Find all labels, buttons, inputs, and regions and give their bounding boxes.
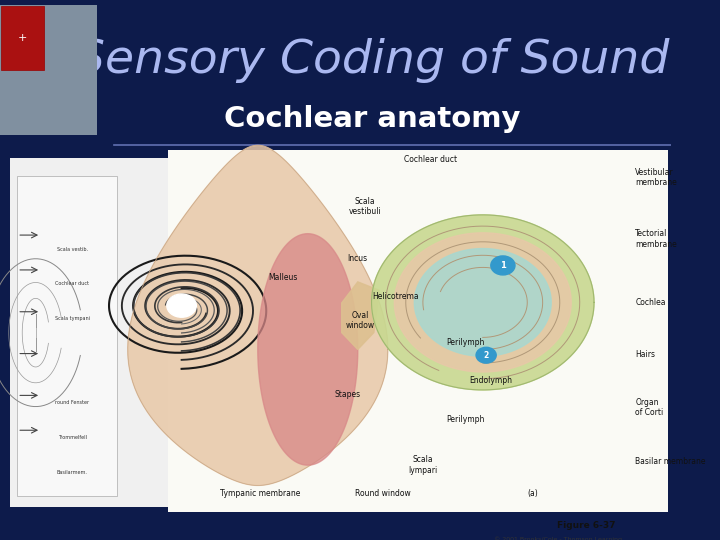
Polygon shape [258, 234, 358, 465]
Text: © 2001 Brooks/Cole - Thomson Learning: © 2001 Brooks/Cole - Thomson Learning [494, 537, 622, 540]
Polygon shape [434, 264, 531, 341]
Text: Tectorial
membrane: Tectorial membrane [635, 230, 677, 249]
Polygon shape [372, 215, 594, 390]
Text: Helicotrema: Helicotrema [372, 293, 418, 301]
Bar [10, 158, 248, 507]
Text: 1: 1 [500, 261, 506, 270]
Text: Tympanic membrane: Tympanic membrane [220, 489, 300, 498]
Text: Perilymph: Perilymph [446, 338, 485, 347]
Text: Cochlea: Cochlea [635, 298, 666, 307]
Bar [1, 6, 45, 70]
Polygon shape [395, 233, 571, 372]
Circle shape [167, 294, 197, 317]
Polygon shape [451, 278, 514, 327]
Text: Vestibular
membrane: Vestibular membrane [635, 168, 677, 187]
Text: Basilar membrane: Basilar membrane [635, 457, 706, 466]
Circle shape [491, 256, 515, 275]
Bar [168, 151, 667, 512]
Text: Basilarmem.: Basilarmem. [57, 470, 87, 475]
Text: Organ
of Corti: Organ of Corti [635, 397, 664, 417]
Text: round Fenster: round Fenster [55, 400, 89, 405]
Text: (a): (a) [527, 489, 538, 498]
Text: Stapes: Stapes [335, 390, 361, 399]
Bar [0, 5, 97, 134]
Text: Oval
window: Oval window [346, 311, 375, 330]
Polygon shape [127, 145, 388, 485]
Text: Malleus: Malleus [268, 273, 297, 281]
Text: Hairs: Hairs [635, 350, 655, 359]
Text: 2: 2 [484, 350, 489, 360]
Text: Cochlear duct: Cochlear duct [404, 155, 456, 164]
Text: Scala vestib.: Scala vestib. [56, 247, 88, 252]
Bar [17, 176, 117, 496]
Text: Scala tympani: Scala tympani [55, 316, 89, 321]
Polygon shape [467, 290, 499, 315]
Text: Endolymph: Endolymph [469, 376, 512, 384]
Text: Trommelfell: Trommelfell [58, 435, 86, 440]
Text: Cochlear duct: Cochlear duct [55, 281, 89, 286]
Text: Scala
vestibuli: Scala vestibuli [349, 197, 382, 216]
Text: Sensory Coding of Sound: Sensory Coding of Sound [76, 38, 670, 83]
Text: +: + [17, 33, 27, 43]
Text: Scala
lympari: Scala lympari [408, 455, 437, 475]
Text: Figure 6-37: Figure 6-37 [557, 521, 616, 530]
Polygon shape [342, 282, 379, 349]
Circle shape [476, 347, 496, 363]
Text: Perilymph: Perilymph [446, 415, 485, 424]
Text: Cochlear anatomy: Cochlear anatomy [224, 105, 521, 133]
Polygon shape [414, 248, 552, 356]
Text: Round window: Round window [355, 489, 410, 498]
Text: Incus: Incus [348, 254, 368, 264]
